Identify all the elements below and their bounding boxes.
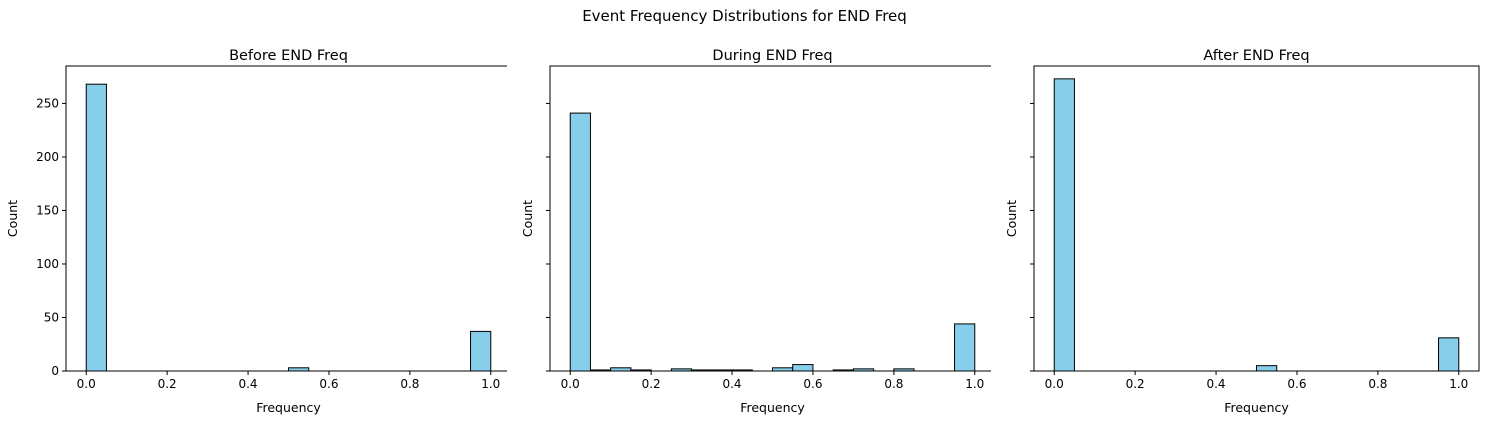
bar-before-2 [470, 330, 492, 372]
y-tick-label-before-1: 50 [44, 310, 59, 324]
y-tick-label-before-3: 150 [36, 203, 59, 217]
bar-during-13 [954, 323, 976, 372]
x-tick-label-during-3: 0.6 [803, 377, 822, 391]
chart-title-during: During END Freq [712, 48, 832, 64]
bar-after-1 [1256, 365, 1278, 372]
bar-after-0 [1053, 78, 1075, 372]
bar-during-9 [792, 364, 814, 372]
x-tick-label-before-4: 0.8 [400, 377, 419, 391]
y-axis-label-during: Count [520, 200, 535, 237]
x-tick-label-during-2: 0.4 [722, 377, 741, 391]
x-axis-label-before: Frequency [256, 400, 321, 415]
x-axis-label-after: Frequency [1224, 400, 1289, 415]
x-tick-label-after-4: 0.8 [1368, 377, 1387, 391]
x-tick-label-before-5: 1.0 [481, 377, 500, 391]
x-tick-label-after-3: 0.6 [1287, 377, 1306, 391]
y-axis-label-before: Count [5, 200, 20, 237]
x-tick-label-before-1: 0.2 [158, 377, 177, 391]
x-tick-label-before-2: 0.4 [238, 377, 257, 391]
plot-frame-after [1033, 65, 1480, 372]
y-tick-label-before-0: 0 [51, 364, 59, 378]
x-tick-label-before-3: 0.6 [319, 377, 338, 391]
y-tick-label-before-5: 250 [36, 96, 59, 110]
x-axis-label-during: Frequency [740, 400, 805, 415]
x-tick-label-during-5: 1.0 [965, 377, 984, 391]
bar-during-0 [569, 112, 591, 372]
plot-frame-during [549, 65, 991, 372]
x-tick-label-before-0: 0.0 [77, 377, 96, 391]
x-tick-label-after-5: 1.0 [1449, 377, 1468, 391]
y-axis-label-after: Count [1004, 200, 1019, 237]
histogram-before: Before END Freq 0.0 0.2 0.4 0.6 0.8 1.0 0 50 100 1… [5, 48, 507, 415]
chart-title-before: Before END Freq [229, 48, 348, 64]
histogram-after: After END Freq 0.0 0.2 0.4 0.6 0.8 1.0 Frequenc… [1004, 48, 1480, 415]
bar-after-2 [1438, 337, 1460, 372]
x-tick-label-during-1: 0.2 [642, 377, 661, 391]
figure-suptitle: Event Frequency Distributions for END Fr… [582, 7, 907, 25]
x-tick-label-during-0: 0.0 [561, 377, 580, 391]
x-tick-label-after-1: 0.2 [1126, 377, 1145, 391]
x-tick-label-during-4: 0.8 [884, 377, 903, 391]
x-tick-label-after-2: 0.4 [1206, 377, 1225, 391]
plot-frame-before [65, 65, 507, 372]
y-tick-label-before-4: 200 [36, 150, 59, 164]
chart-title-after: After END Freq [1203, 48, 1309, 64]
histogram-during: During END Freq 0.0 0.2 0.4 0.6 0.8 1.0 Frequen… [520, 48, 991, 415]
x-tick-label-after-0: 0.0 [1045, 377, 1064, 391]
y-tick-label-before-2: 100 [36, 257, 59, 271]
bar-before-0 [85, 83, 107, 372]
